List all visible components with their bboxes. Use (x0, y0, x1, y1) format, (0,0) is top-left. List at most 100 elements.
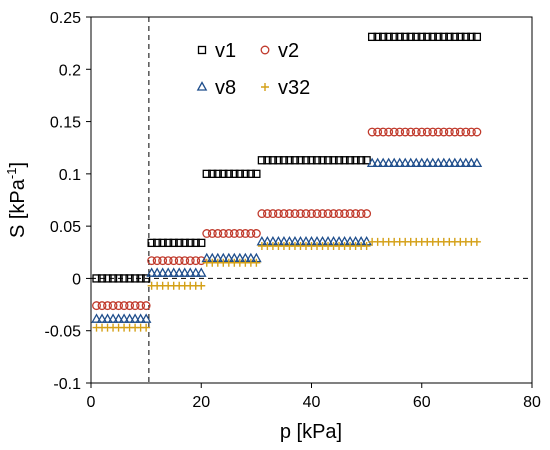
x-tick-label: 40 (303, 394, 321, 411)
data-point-v2 (296, 209, 305, 219)
data-point-v1 (401, 32, 410, 42)
data-point-v8 (96, 313, 108, 323)
data-point-v2 (141, 301, 151, 311)
data-point-v8 (466, 157, 477, 168)
data-point-v2 (130, 301, 140, 311)
data-point-v8 (449, 157, 461, 168)
data-point-v8 (195, 267, 207, 277)
plot-area (90, 16, 533, 384)
data-point-v2 (367, 127, 377, 137)
data-point-v1 (356, 156, 366, 165)
data-point-v2 (433, 127, 443, 137)
data-point-v1 (136, 274, 145, 283)
data-point-v8 (91, 313, 102, 323)
data-point-v1 (268, 156, 278, 165)
data-point-v32 (142, 323, 151, 332)
data-point-v8 (135, 313, 146, 323)
data-point-v1 (119, 274, 129, 283)
data-point-v1 (191, 238, 200, 248)
series-v8 (91, 157, 483, 323)
data-point-v2 (273, 209, 283, 219)
data-point-v2 (340, 209, 350, 219)
data-point-v2 (323, 209, 333, 219)
data-point-v1 (92, 274, 101, 283)
data-point-v1 (312, 156, 322, 165)
data-point-v2 (125, 301, 135, 311)
data-point-v2 (119, 301, 129, 311)
data-point-v8 (416, 157, 428, 168)
data-point-v2 (97, 301, 107, 311)
data-point-v1 (307, 156, 316, 165)
x-tick-label: 60 (413, 394, 431, 411)
legend-label-v2: v2 (278, 40, 299, 62)
x-tick-label: 20 (192, 394, 210, 411)
data-point-v1 (318, 156, 327, 165)
data-point-v8 (455, 157, 466, 168)
data-point-v1 (379, 32, 388, 42)
data-point-v8 (102, 313, 113, 323)
data-point-v8 (388, 157, 400, 168)
data-point-v1 (334, 156, 344, 165)
data-point-v1 (445, 32, 454, 42)
data-point-v2 (240, 229, 250, 238)
data-point-v1 (97, 274, 107, 283)
data-point-v1 (213, 169, 222, 179)
data-point-v8 (157, 267, 168, 277)
data-point-v1 (246, 169, 256, 179)
data-point-v2 (246, 229, 256, 238)
data-point-v2 (450, 127, 460, 137)
data-point-v1 (412, 32, 421, 42)
data-point-v8 (460, 157, 472, 168)
legend-marker-v2 (260, 45, 270, 55)
legend-item-v8: v8 (196, 77, 236, 99)
data-point-v2 (251, 229, 261, 238)
legend-label-v8: v8 (215, 77, 236, 99)
plot-frame (90, 16, 533, 384)
data-point-v1 (428, 32, 437, 42)
data-point-v1 (279, 156, 289, 165)
data-point-v2 (351, 209, 361, 219)
data-point-v1 (423, 32, 432, 42)
data-point-v1 (296, 156, 305, 165)
data-point-v2 (417, 127, 427, 137)
data-point-v2 (444, 127, 454, 137)
data-point-v1 (263, 156, 272, 165)
data-point-v1 (147, 238, 156, 248)
y-tick-label: -0.1 (53, 376, 81, 393)
x-axis-title: p [kPa] (280, 421, 342, 443)
y-tick-label: 0.05 (50, 219, 81, 236)
data-point-v2 (290, 209, 300, 219)
data-point-v8 (173, 267, 185, 277)
data-point-v1 (164, 238, 173, 248)
data-point-v1 (390, 32, 399, 42)
data-point-v1 (219, 169, 228, 179)
data-point-v8 (151, 267, 163, 277)
data-point-v2 (345, 209, 355, 219)
data-point-v2 (180, 256, 190, 266)
legend-item-v1: v1 (197, 40, 236, 62)
y-tick-label: 0.1 (59, 167, 81, 184)
data-point-v2 (285, 209, 294, 219)
data-point-v2 (136, 301, 146, 311)
data-point-v2 (422, 127, 432, 137)
legend-marker-v8 (196, 81, 208, 91)
data-point-v2 (108, 301, 118, 311)
data-point-v8 (190, 267, 202, 277)
data-point-v1 (186, 238, 195, 248)
data-point-v2 (114, 301, 124, 311)
data-point-v1 (439, 32, 448, 42)
data-point-v1 (406, 32, 415, 42)
data-point-v2 (312, 209, 322, 219)
data-point-v2 (103, 301, 112, 311)
data-point-v2 (229, 229, 239, 238)
data-point-v2 (329, 209, 338, 219)
data-point-v8 (366, 157, 378, 168)
data-point-v2 (196, 256, 206, 266)
data-point-v2 (362, 209, 372, 219)
series-v2 (92, 127, 482, 311)
data-point-v8 (113, 313, 124, 323)
data-point-v8 (129, 313, 141, 323)
data-point-v1 (290, 156, 300, 165)
data-point-v1 (158, 238, 167, 248)
legend-label-v1: v1 (215, 40, 236, 62)
